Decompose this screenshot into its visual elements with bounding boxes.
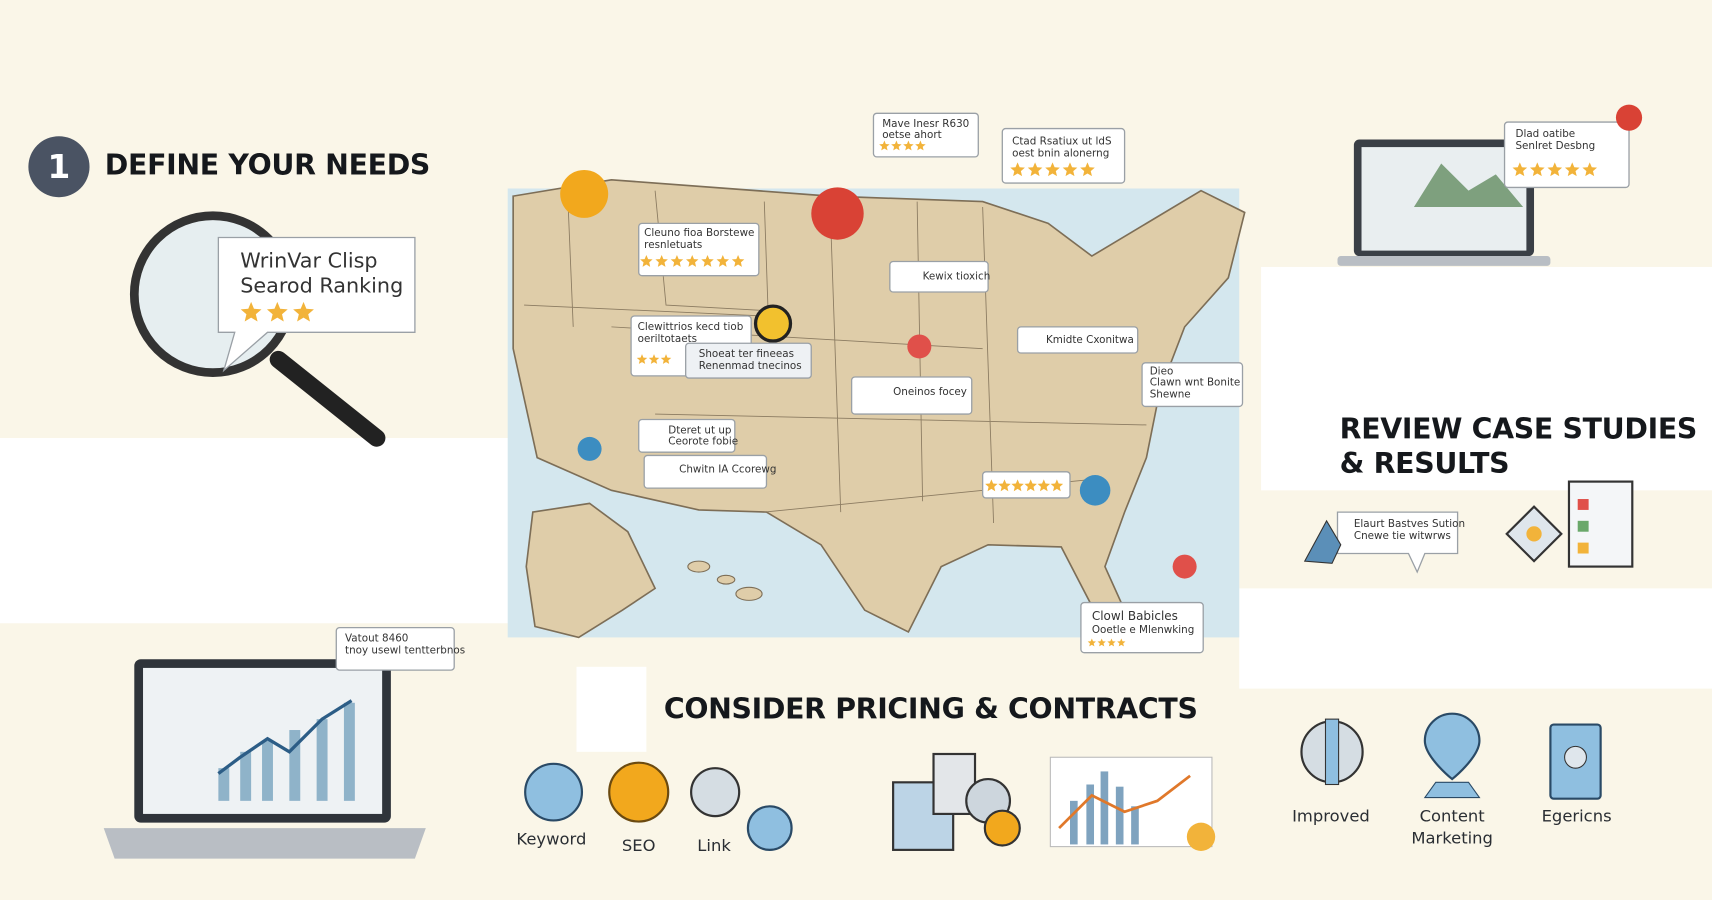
section-title: CONSIDER PRICING & CONTRACTS [664, 692, 1198, 725]
icon-label: Marketing [1411, 828, 1493, 847]
star-icon [1097, 638, 1106, 647]
star-icon [266, 301, 288, 322]
icon-label: Egericns [1542, 807, 1612, 826]
bubble-text: Senlret Desbng [1515, 140, 1595, 152]
section-title: & RESULTS [1340, 447, 1510, 480]
star-icon [998, 479, 1011, 492]
icon-label: Content [1420, 807, 1486, 826]
star-icon [648, 354, 660, 364]
callout-text: Shoeat ter fineeas [699, 348, 794, 360]
star-icon [670, 254, 684, 267]
star-icon [1037, 479, 1051, 492]
star-icon [716, 254, 730, 267]
star-icon [686, 254, 699, 267]
icon-label: SEO [622, 836, 656, 855]
callout-text: Dieo [1150, 366, 1174, 378]
star-icon [1117, 638, 1126, 647]
callout-text: Oneinos focey [893, 386, 967, 398]
star-icon [1564, 162, 1580, 177]
step-badge [28, 136, 90, 198]
callout-text: Dteret ut up [668, 424, 732, 436]
star-icon [640, 254, 653, 267]
star-icon [1050, 479, 1064, 492]
star-icon [655, 254, 668, 267]
blank-panel [1239, 588, 1712, 689]
star-icon [1107, 638, 1116, 647]
star-icon [1024, 479, 1037, 492]
callout-text: Kmidte Cxonitwa [1046, 334, 1134, 346]
section-title: DEFINE YOUR NEEDS [105, 149, 430, 182]
star-icon [879, 140, 890, 151]
callout-text: Chwitn IA Ccorewg [679, 464, 776, 476]
callout-text: oest bnin alonerng [1012, 148, 1109, 160]
star-icon [1045, 162, 1060, 177]
blank-panel [0, 438, 525, 624]
star-icon [891, 140, 902, 151]
star-icon [1547, 162, 1563, 177]
bubble-text: Cnewe tie witwrws [1354, 530, 1451, 542]
bubble-text: Elaurt Bastves Sution [1354, 518, 1465, 530]
result-icons [1300, 712, 1602, 800]
callout-text: Ceorote fobie [668, 435, 738, 447]
laptop [103, 626, 455, 859]
star-icon [1027, 162, 1043, 177]
callout-text: Clewittrios kecd tiob [638, 321, 744, 333]
callout-text: Ctad Rsatiux ut ldS [1012, 136, 1111, 148]
callout-text: Shewne [1150, 388, 1191, 400]
icon-label: Keyword [516, 830, 586, 849]
star-icon [915, 140, 926, 151]
magnifier [129, 211, 416, 447]
callout-text: Clawn wnt Bonite [1150, 376, 1241, 388]
star-icon [731, 254, 745, 267]
icon-label: Improved [1292, 807, 1370, 826]
step-number: 1 [48, 148, 71, 186]
callout-text: Mave Inesr R630 [882, 118, 969, 130]
callouts [630, 112, 1244, 654]
bubble-text: Searod Ranking [240, 274, 403, 298]
blank-panel [1261, 266, 1712, 491]
star-icon [660, 354, 672, 364]
star-icon [903, 140, 914, 151]
star-icon [1529, 162, 1545, 177]
blank-panel [576, 666, 647, 752]
callout-text: Kewix tioxich [923, 271, 991, 283]
section-title: REVIEW CASE STUDIES [1340, 412, 1697, 445]
callout-text: oetse ahort [882, 129, 941, 141]
icon-label: Link [697, 836, 731, 855]
star-icon [1080, 162, 1095, 177]
pricing-icons [524, 752, 1216, 851]
star-icon [1087, 638, 1096, 647]
callout-text: resnletuats [644, 239, 702, 251]
bubble-text: Vatout 8460 [345, 633, 408, 645]
star-icon [1011, 479, 1024, 492]
star-icon [985, 479, 998, 492]
star-icon [1010, 162, 1025, 177]
review-icons [1303, 480, 1634, 574]
star-icon [240, 301, 262, 322]
star-icon [293, 301, 314, 322]
star-icon [1512, 162, 1528, 177]
bubble-text: Dlad oatibe [1515, 128, 1575, 140]
star-icon [701, 254, 714, 267]
callout-text: Clowl Babicles [1092, 609, 1178, 623]
laptop [1337, 104, 1643, 266]
star-icon [636, 354, 648, 364]
star-icon [1062, 162, 1078, 177]
callout-text: Renenmad tnecinos [699, 360, 802, 372]
star-icon [1582, 162, 1598, 177]
bubble-text: WrinVar Clisp [240, 249, 377, 273]
callout-text: Cleuno fioa Borstewe [644, 227, 754, 239]
bubble-text: tnoy usewl tentterbnos [345, 644, 465, 656]
callout-text: Ooetle e Mlenwking [1092, 624, 1194, 636]
callout-text: oeriltotaets [638, 333, 697, 345]
